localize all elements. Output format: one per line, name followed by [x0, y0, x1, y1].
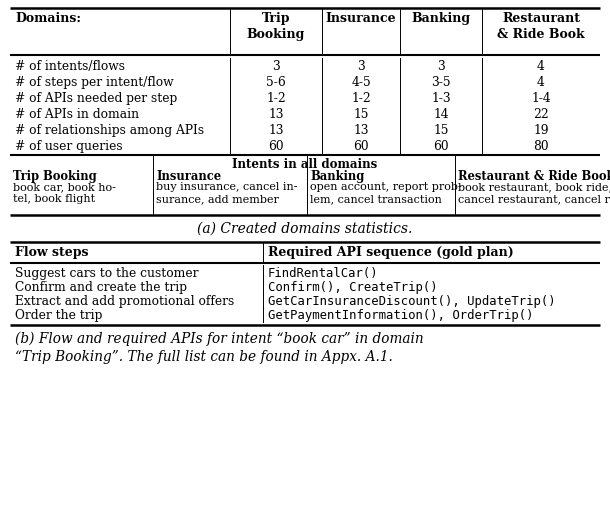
Text: Restaurant & Ride Book: Restaurant & Ride Book [458, 170, 610, 183]
Text: 13: 13 [353, 124, 369, 137]
Text: buy insurance, cancel in-
surance, add member: buy insurance, cancel in- surance, add m… [156, 182, 298, 205]
Text: # of APIs needed per step: # of APIs needed per step [15, 92, 178, 105]
Text: 1-2: 1-2 [351, 92, 371, 105]
Text: open account, report prob-
lem, cancel transaction: open account, report prob- lem, cancel t… [310, 182, 462, 205]
Text: 3: 3 [357, 60, 365, 73]
Text: 19: 19 [533, 124, 549, 137]
Text: 60: 60 [353, 140, 369, 153]
Text: GetCarInsuranceDiscount(), UpdateTrip(): GetCarInsuranceDiscount(), UpdateTrip() [268, 295, 556, 308]
Text: GetPaymentInformation(), OrderTrip(): GetPaymentInformation(), OrderTrip() [268, 309, 534, 322]
Text: Restaurant
& Ride Book: Restaurant & Ride Book [497, 12, 585, 41]
Text: book car, book ho-
tel, book flight: book car, book ho- tel, book flight [13, 182, 116, 205]
Text: # of user queries: # of user queries [15, 140, 123, 153]
Text: (a) Created domains statistics.: (a) Created domains statistics. [197, 222, 413, 236]
Text: Suggest cars to the customer: Suggest cars to the customer [15, 267, 198, 280]
Text: Required API sequence (gold plan): Required API sequence (gold plan) [268, 246, 514, 259]
Text: FindRentalCar(): FindRentalCar() [268, 267, 379, 280]
Text: Trip
Booking: Trip Booking [247, 12, 305, 41]
Text: 1-2: 1-2 [266, 92, 286, 105]
Text: 13: 13 [268, 108, 284, 121]
Text: 13: 13 [268, 124, 284, 137]
Text: 15: 15 [353, 108, 369, 121]
Text: 3: 3 [272, 60, 280, 73]
Text: (b) Flow and required APIs for intent “book car” in domain
“Trip Booking”. The f: (b) Flow and required APIs for intent “b… [15, 332, 423, 364]
Text: 15: 15 [433, 124, 449, 137]
Text: Extract and add promotional offers: Extract and add promotional offers [15, 295, 234, 308]
Text: Intents in all domains: Intents in all domains [232, 158, 378, 171]
Text: Insurance: Insurance [156, 170, 221, 183]
Text: 1-4: 1-4 [531, 92, 551, 105]
Text: Banking: Banking [310, 170, 364, 183]
Text: 14: 14 [433, 108, 449, 121]
Text: Banking: Banking [411, 12, 470, 25]
Text: 4: 4 [537, 60, 545, 73]
Text: 4: 4 [537, 76, 545, 89]
Text: 4-5: 4-5 [351, 76, 371, 89]
Text: 3-5: 3-5 [431, 76, 451, 89]
Text: 80: 80 [533, 140, 549, 153]
Text: Confirm and create the trip: Confirm and create the trip [15, 281, 187, 294]
Text: Trip Booking: Trip Booking [13, 170, 97, 183]
Text: Domains:: Domains: [15, 12, 81, 25]
Text: 22: 22 [533, 108, 549, 121]
Text: 60: 60 [433, 140, 449, 153]
Text: Confirm(), CreateTrip(): Confirm(), CreateTrip() [268, 281, 437, 294]
Text: 3: 3 [437, 60, 445, 73]
Text: 5-6: 5-6 [266, 76, 286, 89]
Text: # of APIs in domain: # of APIs in domain [15, 108, 139, 121]
Text: book restaurant, book ride,
cancel restaurant, cancel ride: book restaurant, book ride, cancel resta… [458, 182, 610, 205]
Text: # of intents/flows: # of intents/flows [15, 60, 125, 73]
Text: 1-3: 1-3 [431, 92, 451, 105]
Text: Flow steps: Flow steps [15, 246, 88, 259]
Text: Order the trip: Order the trip [15, 309, 102, 322]
Text: Insurance: Insurance [326, 12, 396, 25]
Text: # of steps per intent/flow: # of steps per intent/flow [15, 76, 174, 89]
Text: 60: 60 [268, 140, 284, 153]
Text: # of relationships among APIs: # of relationships among APIs [15, 124, 204, 137]
